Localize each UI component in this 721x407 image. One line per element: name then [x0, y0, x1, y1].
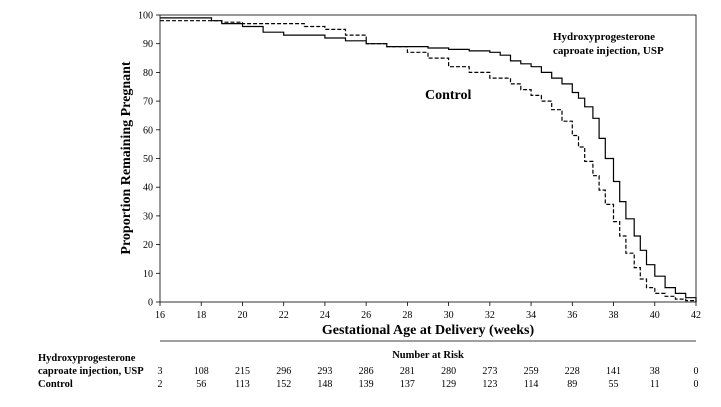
series-label-hpc-line2: caproate injection, USP	[553, 45, 664, 57]
number-at-risk-table: Number at Risk Hydroxyprogesterone capro…	[38, 340, 699, 390]
risk-value: 280	[441, 366, 456, 377]
risk-value: 139	[359, 379, 374, 390]
risk-row-label-hpc-line2: caproate injection, USP	[38, 366, 144, 377]
series-lines	[160, 17, 697, 302]
risk-value: 56	[196, 379, 206, 390]
x-tick-label: 26	[361, 310, 371, 321]
risk-value: 113	[235, 379, 250, 390]
x-axis-title: Gestational Age at Delivery (weeks)	[322, 323, 535, 338]
risk-value: 273	[482, 366, 497, 377]
risk-table-heading: Number at Risk	[392, 350, 464, 361]
risk-value: 0	[694, 379, 699, 390]
risk-value: 228	[565, 366, 580, 377]
risk-value: 2	[158, 379, 163, 390]
risk-value: 0	[694, 366, 699, 377]
series-label-control: Control	[425, 88, 472, 103]
x-tick-label: 32	[485, 310, 495, 321]
risk-value: 129	[441, 379, 456, 390]
x-tick-label: 42	[691, 310, 701, 321]
plot-frame	[159, 14, 697, 303]
x-tick-label: 34	[526, 310, 536, 321]
y-tick-label: 100	[138, 11, 153, 22]
y-tick-label: 40	[143, 183, 153, 194]
risk-value: 296	[276, 366, 291, 377]
risk-value: 137	[400, 379, 415, 390]
risk-value: 215	[235, 366, 250, 377]
x-tick-label: 28	[402, 310, 412, 321]
risk-value: 89	[567, 379, 577, 390]
x-tick-label: 24	[320, 310, 330, 321]
risk-row-label-hpc-line1: Hydroxyprogesterone	[38, 353, 136, 364]
risk-value: 286	[359, 366, 374, 377]
risk-value: 108	[194, 366, 209, 377]
y-tick-label: 60	[143, 125, 153, 136]
x-tick-label: 30	[444, 310, 454, 321]
x-tick-label: 20	[237, 310, 247, 321]
risk-value: 38	[650, 366, 660, 377]
y-tick-label: 20	[143, 240, 153, 251]
risk-value: 114	[524, 379, 539, 390]
x-axis-ticks: 16 18 20 22 24 26 28 30 32 34 36 38 40 42	[155, 302, 701, 321]
x-tick-label: 22	[279, 310, 289, 321]
risk-value: 55	[609, 379, 619, 390]
risk-value: 123	[482, 379, 497, 390]
risk-value: 152	[276, 379, 291, 390]
y-tick-label: 80	[143, 68, 153, 79]
y-axis-title: Proportion Remaining Pregnant	[119, 61, 134, 254]
risk-row-label-control: Control	[38, 379, 73, 390]
risk-value: 148	[317, 379, 332, 390]
risk-value: 259	[524, 366, 539, 377]
series-line-control	[160, 20, 697, 302]
y-tick-label: 30	[143, 211, 153, 222]
y-tick-label: 0	[148, 298, 153, 309]
risk-value: 3	[158, 366, 163, 377]
risk-value: 293	[317, 366, 332, 377]
plot-area	[159, 14, 697, 303]
risk-value: 141	[606, 366, 621, 377]
x-tick-label: 36	[567, 310, 577, 321]
y-tick-label: 10	[143, 269, 153, 280]
y-axis-ticks: 0 10 20 30 40 50 60 70 80 90 100	[138, 11, 160, 309]
x-tick-label: 40	[650, 310, 660, 321]
y-tick-label: 50	[143, 154, 153, 165]
risk-value: 281	[400, 366, 415, 377]
x-tick-label: 18	[196, 310, 206, 321]
y-tick-label: 70	[143, 97, 153, 108]
series-label-hpc-line1: Hydroxyprogesterone	[553, 31, 655, 43]
x-tick-label: 16	[155, 310, 165, 321]
y-tick-label: 90	[143, 39, 153, 50]
risk-value: 11	[650, 379, 660, 390]
x-tick-label: 38	[609, 310, 619, 321]
series-line-hpc	[160, 17, 697, 302]
